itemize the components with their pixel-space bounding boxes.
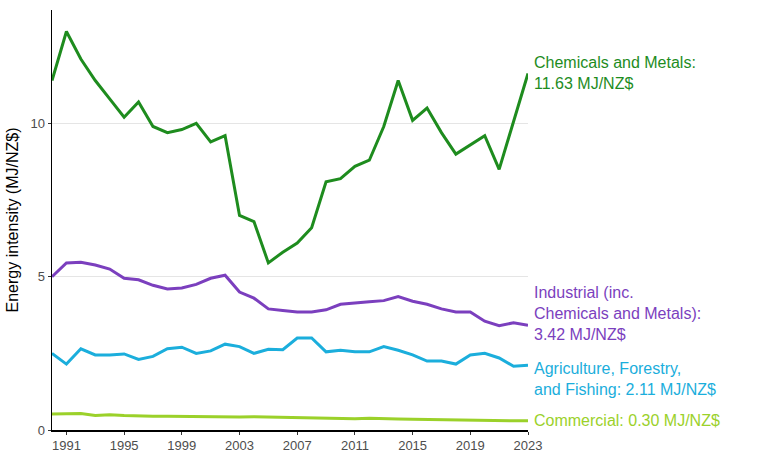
svg-text:Commercial: 0.30 MJ/NZ$: Commercial: 0.30 MJ/NZ$ bbox=[534, 412, 720, 429]
svg-text:1995: 1995 bbox=[110, 438, 139, 453]
svg-text:2003: 2003 bbox=[225, 438, 254, 453]
svg-text:10: 10 bbox=[30, 116, 44, 131]
svg-text:Agriculture, Forestry,and Fish: Agriculture, Forestry,and Fishing: 2.11 … bbox=[534, 360, 716, 398]
svg-text:1991: 1991 bbox=[52, 438, 81, 453]
svg-text:2015: 2015 bbox=[398, 438, 427, 453]
svg-text:Chemicals and Metals:11.63 MJ/: Chemicals and Metals:11.63 MJ/NZ$ bbox=[534, 54, 696, 92]
svg-text:2011: 2011 bbox=[341, 438, 369, 453]
svg-text:Energy intensity (MJ/NZ$): Energy intensity (MJ/NZ$) bbox=[4, 128, 21, 313]
svg-text:5: 5 bbox=[38, 269, 45, 284]
svg-text:2023: 2023 bbox=[514, 438, 543, 453]
svg-text:0: 0 bbox=[38, 423, 45, 438]
svg-text:Industrial (inc.Chemicals and: Industrial (inc.Chemicals and Metals):3.… bbox=[534, 284, 701, 343]
svg-text:1999: 1999 bbox=[167, 438, 196, 453]
svg-text:2007: 2007 bbox=[283, 438, 312, 453]
svg-text:2019: 2019 bbox=[456, 438, 485, 453]
